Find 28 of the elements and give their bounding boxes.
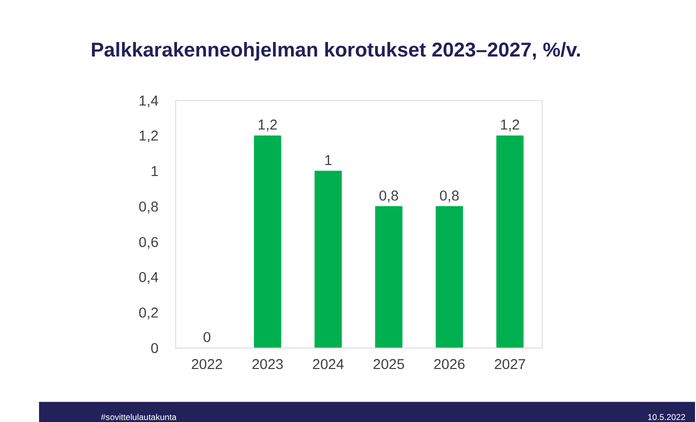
- data-label: 1: [324, 153, 332, 170]
- data-label: 0,8: [378, 188, 399, 204]
- x-tick-label: 2027: [494, 357, 526, 374]
- y-tick-label: 0,2: [138, 306, 159, 322]
- text: 10.5.2022: [647, 412, 686, 422]
- bar: [254, 135, 282, 348]
- x-tick-label: 2022: [191, 357, 223, 374]
- x-tick-label: 2025: [372, 357, 405, 374]
- y-tick-label: 1,4: [138, 93, 159, 110]
- chart-title: Palkkarakenneohjelman korotukset 2023–2027, %/v.: [90, 39, 582, 62]
- data-label: 1,2: [500, 118, 520, 134]
- x-tick-label: 2023: [252, 357, 284, 374]
- y-tick-label: 0: [150, 340, 159, 357]
- bar: [436, 206, 463, 348]
- data-label: 1,2: [258, 118, 278, 134]
- data-label: 0: [203, 330, 212, 346]
- text: #sovittelulautakunta: [100, 412, 177, 422]
- x-tick-label: 2026: [433, 357, 466, 374]
- bar: [314, 170, 342, 348]
- y-tick-label: 0,8: [138, 199, 159, 216]
- y-tick-label: 1,2: [138, 128, 159, 145]
- y-tick-label: 1: [150, 164, 159, 180]
- bar: [496, 135, 524, 348]
- y-tick-label: 0,4: [138, 270, 159, 286]
- bar: [375, 206, 402, 348]
- x-tick-label: 2024: [312, 357, 344, 374]
- data-label: 0,8: [439, 188, 460, 204]
- y-tick-label: 0,6: [138, 234, 159, 251]
